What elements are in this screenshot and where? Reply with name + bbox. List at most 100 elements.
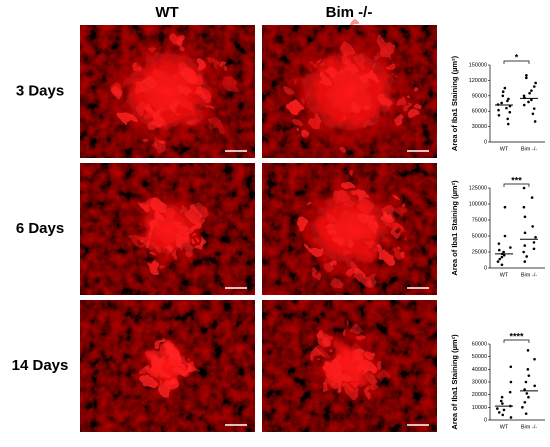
cell (310, 243, 323, 256)
cell (157, 368, 166, 378)
cell (121, 112, 135, 126)
cell (150, 222, 157, 229)
cell (182, 100, 192, 110)
data-point (501, 413, 505, 417)
data-point (533, 357, 536, 361)
cell (382, 212, 397, 226)
cell (319, 336, 330, 348)
data-point (505, 106, 508, 110)
cell (354, 268, 362, 277)
cell (153, 201, 167, 214)
data-point (508, 390, 512, 394)
cell (217, 59, 225, 68)
cell (397, 98, 409, 110)
cell (287, 100, 302, 114)
cell (152, 67, 164, 79)
cell (174, 365, 186, 378)
data-point (496, 407, 499, 410)
data-point (506, 99, 509, 103)
cell (140, 231, 155, 246)
cell (412, 101, 419, 108)
cell (170, 100, 184, 113)
cell (176, 36, 184, 45)
cell (380, 251, 393, 265)
cell (184, 69, 196, 82)
cell (147, 261, 161, 274)
cell (223, 77, 238, 92)
cell (370, 50, 381, 61)
cell (146, 363, 158, 376)
data-point (531, 112, 535, 116)
y-tick-label: 120000 (469, 78, 487, 84)
cell (340, 193, 352, 205)
y-tick-label: 90000 (472, 93, 487, 99)
data-point (523, 244, 527, 247)
cell (337, 144, 343, 149)
cell (348, 387, 361, 400)
cell (357, 334, 366, 343)
y-tick-label: 60000 (472, 341, 487, 347)
cell (307, 113, 322, 127)
cell (211, 59, 219, 67)
data-point (502, 250, 505, 254)
cell (187, 233, 192, 239)
data-point (533, 384, 536, 388)
cell (334, 235, 345, 246)
cell (195, 59, 206, 70)
x-tick-label: WT (500, 424, 509, 430)
data-point (502, 408, 506, 412)
cell (330, 278, 342, 289)
data-point (524, 380, 528, 384)
cell (325, 222, 334, 230)
data-point (500, 395, 504, 399)
cell (345, 385, 352, 391)
cell (346, 253, 354, 261)
cell (154, 245, 160, 251)
cell (331, 359, 340, 368)
micrograph (262, 18, 437, 158)
cell (206, 104, 213, 111)
data-point (497, 248, 501, 252)
cell-cluster-core (101, 31, 234, 152)
cell (340, 113, 346, 119)
data-point (502, 253, 506, 257)
cell (295, 217, 309, 231)
cell (136, 103, 150, 117)
cell-cluster-core (289, 174, 410, 284)
cell (200, 90, 211, 101)
cell (380, 39, 394, 53)
data-point (532, 247, 536, 251)
cell (141, 374, 154, 388)
data-point (526, 368, 530, 371)
y-axis-label: Area of Iba1 Staining (µm²) (450, 55, 459, 151)
cell (366, 69, 372, 75)
cell (347, 240, 356, 249)
cell (367, 374, 376, 384)
data-point (521, 406, 524, 409)
cell (319, 61, 326, 68)
cell (342, 180, 353, 191)
data-point (525, 73, 528, 77)
cell (379, 96, 390, 106)
data-point (526, 349, 530, 352)
cell (156, 380, 171, 395)
data-point (530, 98, 533, 102)
cell (341, 44, 354, 57)
cell (284, 86, 292, 94)
cell (366, 351, 376, 361)
cell (185, 244, 195, 254)
cell (111, 87, 121, 96)
data-point (509, 380, 513, 384)
cell-cluster (279, 18, 420, 156)
cell (159, 346, 168, 355)
cell (143, 76, 156, 88)
cell (154, 212, 162, 221)
cell (151, 338, 162, 349)
cell (193, 74, 204, 85)
cell (152, 253, 157, 258)
micrograph (80, 163, 255, 295)
cell (317, 73, 328, 84)
cell (147, 121, 153, 127)
cell (181, 368, 187, 374)
significance-bracket (503, 183, 530, 187)
